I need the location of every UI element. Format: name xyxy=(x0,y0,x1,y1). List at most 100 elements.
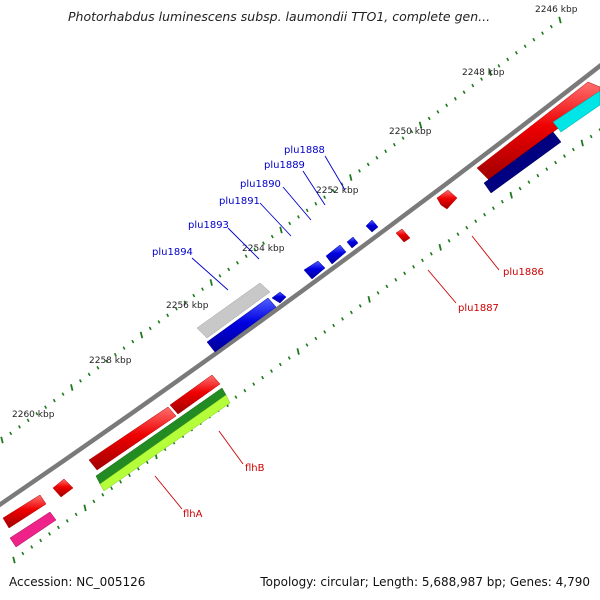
scale-tick xyxy=(35,412,39,416)
scale-tick xyxy=(17,425,21,429)
scale-tick xyxy=(218,274,222,278)
scale-label: 2260 kbp xyxy=(12,410,55,420)
gene-label-flhA[interactable]: flhA xyxy=(183,509,203,520)
gene-label-plu1894[interactable]: plu1894 xyxy=(152,247,193,258)
gene-feature-blue[interactable] xyxy=(303,260,326,280)
scale-label: 2246 kbp xyxy=(535,5,578,15)
scale-tick xyxy=(92,499,96,504)
scale-tick xyxy=(78,379,82,383)
label-leaders xyxy=(154,155,500,510)
scale-tick xyxy=(394,278,398,282)
scale-label: 2250 kbp xyxy=(389,127,432,137)
scale-tick xyxy=(26,418,30,423)
gene-feature-blue[interactable] xyxy=(365,219,379,233)
gene-label-plu1893[interactable]: plu1893 xyxy=(188,220,229,231)
gene-label-plu1889[interactable]: plu1889 xyxy=(264,160,305,171)
scale-tick xyxy=(262,241,266,245)
scale-label: 2258 kbp xyxy=(89,356,132,366)
gene-feature-red[interactable] xyxy=(395,228,411,243)
gene-label-plu1891[interactable]: plu1891 xyxy=(219,196,260,207)
gene-label-plu1887[interactable]: plu1887 xyxy=(458,303,499,314)
accession-text: Accession: NC_005126 xyxy=(9,575,146,589)
gene-feature-red[interactable] xyxy=(52,478,74,498)
gene-label-flhB[interactable]: flhB xyxy=(245,463,265,474)
scale-tick xyxy=(384,149,388,154)
scale-tick xyxy=(279,226,283,234)
scale-tick xyxy=(296,348,300,355)
scale-tick xyxy=(500,199,504,204)
scale-tick xyxy=(488,69,492,76)
scale-label: 2252 kbp xyxy=(316,186,359,196)
scale-tick xyxy=(253,247,257,252)
gene-feature-red[interactable] xyxy=(88,406,177,471)
scale-tick xyxy=(296,215,300,219)
scale-tick xyxy=(427,116,431,121)
scale-tick xyxy=(367,295,371,303)
scale-tick xyxy=(21,551,25,556)
gene-feature-gray[interactable] xyxy=(196,282,271,339)
gene-labels: plu1888 plu1889 plu1890 plu1891 plu1893 … xyxy=(152,145,544,520)
scale-tick xyxy=(436,110,440,114)
scale-tick xyxy=(358,304,362,308)
gene-label-plu1888[interactable]: plu1888 xyxy=(284,145,325,156)
scale-tick xyxy=(113,352,117,357)
scale-tick xyxy=(349,174,353,181)
scale-tick xyxy=(209,279,213,286)
scale-tick xyxy=(131,339,135,344)
scale-tick xyxy=(65,519,69,523)
gene-feature-blue[interactable] xyxy=(206,297,277,353)
scale-tick xyxy=(497,64,501,68)
scale-tick xyxy=(119,480,123,484)
scale-tick xyxy=(465,225,469,230)
topology-text: Topology: circular; Length: 5,688,987 bp… xyxy=(260,575,590,589)
gene-feature-green-light[interactable] xyxy=(99,394,231,492)
gene-feature-green-dark[interactable] xyxy=(95,387,227,485)
scale-tick xyxy=(418,121,423,129)
scale-tick xyxy=(44,405,48,409)
scale-tick xyxy=(376,291,380,295)
scale-tick xyxy=(96,366,100,370)
scale-tick xyxy=(48,532,51,536)
scale-tick xyxy=(252,382,256,386)
scale-tick xyxy=(83,504,87,512)
scale-tick xyxy=(183,300,187,304)
scale-tick xyxy=(410,129,414,134)
scale-tick xyxy=(105,359,109,363)
scale-tick xyxy=(541,31,545,35)
scale-tick xyxy=(101,493,105,497)
scale-tick xyxy=(227,267,231,272)
gene-feature-red[interactable] xyxy=(2,494,47,529)
scale-tick xyxy=(514,51,518,55)
scale-tick xyxy=(545,167,549,171)
scale-tick xyxy=(366,162,370,167)
scale-tick xyxy=(270,234,274,239)
gene-label-plu1890[interactable]: plu1890 xyxy=(240,179,281,190)
scale-tick xyxy=(235,261,239,265)
scale-tick xyxy=(403,271,407,276)
scale-tick xyxy=(9,431,13,436)
scale-tick xyxy=(527,180,531,184)
gene-feature-blue[interactable] xyxy=(271,291,287,304)
scale-tick xyxy=(243,388,247,393)
scale-tick xyxy=(483,212,487,217)
scale-tick xyxy=(39,538,43,543)
gene-feature-magenta[interactable] xyxy=(9,511,57,548)
scale-tick xyxy=(453,96,457,101)
scale-tick xyxy=(480,77,484,81)
scale-tick xyxy=(166,313,170,318)
scale-labels: 2246 kbp 2248 kbp 2250 kbp 2252 kbp 2254… xyxy=(12,5,578,420)
gene-feature-red[interactable] xyxy=(476,81,600,181)
gene-feature-blue[interactable] xyxy=(346,236,359,249)
gene-feature-cyan[interactable] xyxy=(552,90,600,133)
scale-tick xyxy=(323,195,327,199)
scale-tick xyxy=(288,221,292,226)
gene-feature-red[interactable] xyxy=(436,189,458,210)
gene-label-plu1886[interactable]: plu1886 xyxy=(503,267,544,278)
scale-tick xyxy=(532,37,536,42)
scale-tick xyxy=(244,254,248,258)
gene-feature-red[interactable] xyxy=(169,374,221,415)
gene-feature-navy[interactable] xyxy=(483,131,562,194)
scale-tick xyxy=(401,136,405,140)
gene-feature-blue[interactable] xyxy=(325,244,347,265)
scale-tick xyxy=(323,330,327,334)
